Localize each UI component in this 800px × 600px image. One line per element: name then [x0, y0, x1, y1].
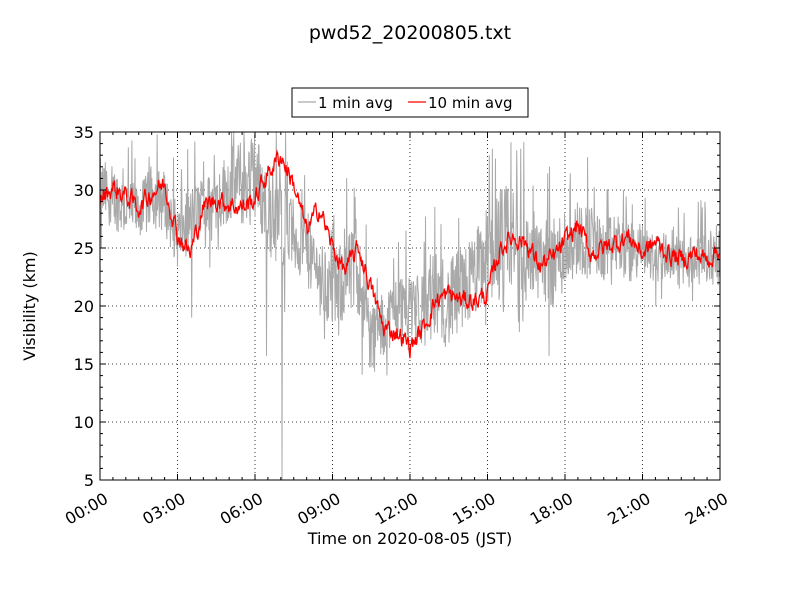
x-tick-label: 06:00	[217, 489, 266, 529]
y-tick-labels: 5 10 15 20 25 30 35	[74, 123, 94, 490]
legend-label-1min: 1 min avg	[318, 94, 393, 112]
x-tick-label: 00:00	[62, 489, 111, 529]
x-tick-label: 15:00	[449, 489, 498, 529]
x-tick-label: 03:00	[139, 489, 188, 529]
y-tick-label: 10	[74, 413, 94, 432]
line-10-min-avg	[99, 149, 721, 359]
x-tick-label: 12:00	[372, 489, 421, 529]
axis-ticks	[99, 131, 721, 481]
x-axis-label: Time on 2020-08-05 (JST)	[307, 529, 512, 548]
x-tick-label: 24:00	[682, 489, 731, 529]
y-tick-label: 15	[74, 355, 94, 374]
y-tick-label: 25	[74, 239, 94, 258]
x-tick-label: 18:00	[527, 489, 576, 529]
legend-label-10min: 10 min avg	[428, 94, 513, 112]
plot-area	[99, 131, 721, 481]
chart-title: pwd52_20200805.txt	[309, 22, 511, 44]
x-tick-label: 09:00	[294, 489, 343, 529]
x-tick-labels: 00:00 03:00 06:00 09:00 12:00 15:00 18:00 21:00…	[62, 489, 731, 529]
series-10-min-avg	[99, 149, 721, 359]
y-axis-label: Visibility (km)	[20, 251, 39, 360]
legend: 1 min avg 10 min avg	[291, 87, 529, 118]
y-tick-label: 20	[74, 297, 94, 316]
y-tick-label: 35	[74, 123, 94, 142]
x-tick-label: 21:00	[604, 489, 653, 529]
y-tick-label: 30	[74, 181, 94, 200]
y-tick-label: 5	[84, 471, 94, 490]
